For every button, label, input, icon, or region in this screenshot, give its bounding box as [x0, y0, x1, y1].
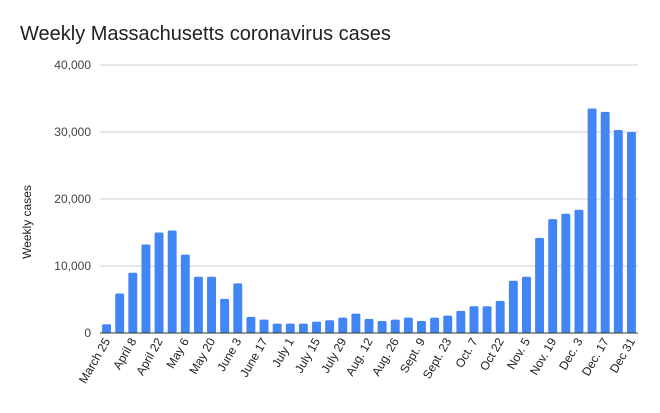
bar: [193, 276, 203, 333]
bar: [246, 316, 256, 333]
gridlines: [100, 64, 638, 267]
bar: [220, 298, 230, 333]
y-tick-label: 10,000: [54, 259, 91, 273]
bar: [535, 237, 545, 333]
x-tick-label: July 1: [269, 335, 297, 369]
chart-title: Weekly Massachusetts coronavirus cases: [20, 23, 391, 45]
bar: [272, 323, 282, 333]
y-axis-ticks: 0 10,000 20,000 30,000 40,000: [54, 58, 91, 340]
bar: [613, 129, 623, 333]
x-tick-label: Oct 22: [477, 335, 507, 373]
bar: [522, 276, 531, 333]
bar: [430, 317, 440, 333]
bar: [469, 306, 479, 333]
y-tick-label: 40,000: [54, 58, 91, 72]
bar: [207, 276, 216, 333]
x-tick-label: Oct. 7: [452, 335, 480, 370]
bar: [574, 209, 584, 333]
bar: [508, 280, 518, 333]
bar: [626, 132, 636, 333]
x-tick-label: Nov. 19: [527, 335, 560, 377]
x-tick-label: April 22: [133, 335, 166, 378]
x-tick-label: May 20: [186, 335, 218, 376]
bar: [403, 317, 413, 333]
x-tick-label: March 25: [76, 335, 113, 386]
bar: [312, 321, 321, 333]
y-tick-label: 30,000: [54, 125, 91, 139]
bar: [351, 313, 361, 333]
bars: [102, 108, 636, 334]
bar: [443, 315, 453, 333]
bar: [338, 317, 348, 333]
bar: [587, 108, 597, 333]
bar: [561, 213, 571, 333]
bar: [167, 230, 177, 333]
bar: [482, 306, 492, 333]
y-axis-label: Weekly cases: [20, 185, 34, 259]
bar: [233, 283, 243, 333]
bar: [180, 254, 190, 333]
bar: [456, 310, 466, 333]
bar: [325, 320, 335, 333]
bar: [285, 323, 295, 333]
bar: [298, 323, 308, 333]
bar: [364, 318, 374, 333]
bar: [141, 244, 151, 333]
bar: [600, 111, 610, 334]
bar: [115, 293, 125, 333]
bar: [417, 320, 426, 333]
x-tick-label: Dec 31: [607, 335, 638, 375]
bar: [548, 219, 558, 333]
bar: [377, 320, 387, 333]
bar: [495, 300, 505, 333]
bar: [154, 232, 164, 333]
bar: [128, 272, 138, 333]
y-tick-label: 20,000: [54, 192, 91, 206]
bar: [259, 319, 269, 333]
bar: [390, 319, 400, 333]
y-tick-label: 0: [84, 326, 91, 340]
bar: [102, 324, 112, 333]
